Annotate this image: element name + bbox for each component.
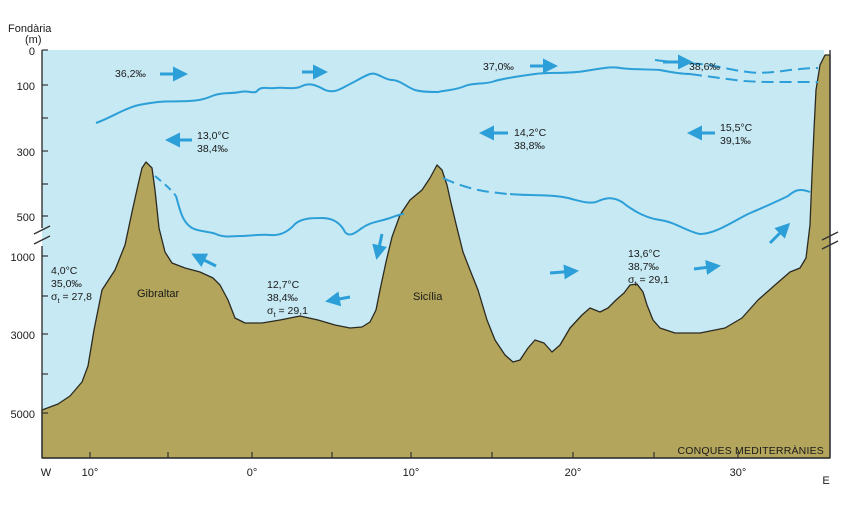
x-tick-label: 10° (82, 467, 99, 479)
label-intermediate-central-temp: 14,2°C (514, 127, 547, 139)
label-surface-central: 37,0‰ (483, 61, 514, 73)
right-axis-break (821, 231, 839, 250)
x-tick-label-west: W (41, 467, 52, 479)
y-tick-label: 1000 (11, 252, 35, 264)
arrow-gibraltar-outflow (191, 253, 217, 268)
label-deep-west-sal: 38,4‰ (267, 292, 298, 304)
seafloor-profile (41, 54, 831, 459)
label-intermediate-east-temp: 15,5°C (720, 122, 753, 134)
arrow-levantine-rise (768, 222, 791, 245)
label-deep-east-temp: 13,6°C (628, 248, 661, 260)
label-deep-west-sigma: σt = 29,1 (267, 305, 308, 319)
intermediate-water-boundary-west-dashed (154, 175, 177, 197)
current-arrows (160, 54, 791, 307)
y-tick-label: 100 (17, 81, 35, 93)
x-tick-label: 10° (403, 467, 420, 479)
x-tick-label: 0° (247, 467, 258, 479)
label-deep-east-sigma: σt = 29,1 (628, 274, 669, 288)
intermediate-water-boundary-east (509, 188, 811, 236)
x-tick-label-east: E (822, 475, 829, 487)
place-label-gibraltar: Gibraltar (137, 288, 180, 300)
arrow-western-deep (325, 291, 351, 307)
label-intermediate-west-temp: 13,0°C (197, 130, 230, 142)
y-axis-title: Fondària (8, 23, 52, 35)
y-tick-label: 5000 (11, 409, 35, 421)
diagram-caption: CONQUES MEDITERRÀNIES (677, 444, 824, 457)
label-surface-east: 38,6‰ (689, 61, 720, 73)
label-deep-atlantic-temp: 4,0°C (51, 265, 78, 277)
y-tick-label: 3000 (11, 330, 35, 342)
arrow-sicily-descent (372, 233, 387, 260)
label-intermediate-east-sal: 39,1‰ (720, 135, 751, 147)
arrow-eastern-deep-2 (693, 260, 721, 275)
surface-water-boundary-dashed (689, 73, 818, 83)
surface-water-boundary (95, 66, 691, 124)
arrow-eastern-deep-1 (549, 264, 579, 280)
label-deep-west-temp: 12,7°C (267, 279, 300, 291)
y-axis-unit: (m) (25, 34, 42, 46)
y-tick-label: 0 (29, 46, 35, 58)
x-tick-label: 30° (730, 467, 747, 479)
x-tick-label: 20° (565, 467, 582, 479)
intermediate-water-boundary-east-dashed (442, 177, 511, 195)
label-intermediate-central-sal: 38,8‰ (514, 140, 545, 152)
y-tick-marks (42, 49, 48, 414)
intermediate-water-boundary-west (175, 195, 405, 238)
y-tick-label: 300 (17, 147, 35, 159)
x-tick-marks (89, 452, 739, 458)
label-surface-atlantic: 36,2‰ (115, 68, 146, 80)
y-tick-label: 500 (17, 212, 35, 224)
label-deep-atlantic-sigma: σt = 27,8 (51, 291, 92, 305)
left-axis-break (33, 225, 51, 245)
label-deep-atlantic-sal: 35,0‰ (51, 278, 82, 290)
levantine-surface-line-dashed (654, 59, 819, 74)
label-deep-east-sal: 38,7‰ (628, 261, 659, 273)
place-label-sicily: Sicília (413, 291, 443, 303)
label-intermediate-west-sal: 38,4‰ (197, 143, 228, 155)
